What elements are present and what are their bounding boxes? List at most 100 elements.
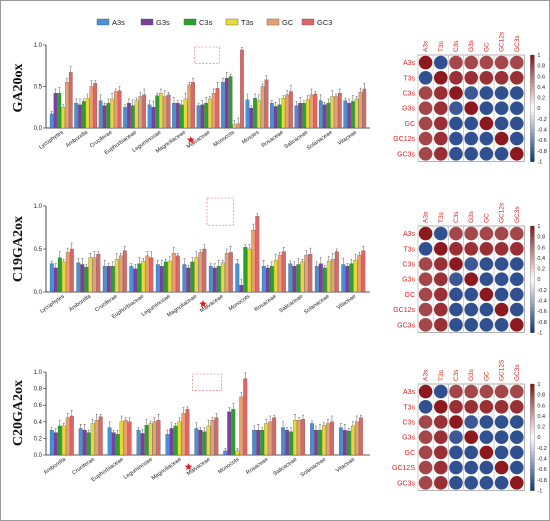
correlation-dot — [449, 131, 463, 146]
colorbar-tick-label: -1 — [537, 488, 542, 494]
column-label: G3s — [468, 210, 475, 223]
colorbar-segment — [530, 83, 535, 88]
bar — [353, 260, 358, 293]
correlation-dot — [510, 476, 524, 490]
bar — [322, 424, 326, 456]
colorbar-tick-label: 0.6 — [537, 74, 545, 80]
column-label: GC — [483, 371, 490, 381]
correlation-dot — [418, 430, 433, 445]
bar — [179, 104, 184, 129]
colorbar-tick-label: 0.2 — [537, 96, 545, 102]
bar — [224, 78, 229, 129]
colorbar-segment — [530, 454, 535, 459]
bar — [313, 93, 318, 129]
bar — [294, 105, 299, 129]
bar — [187, 84, 192, 129]
bar — [171, 253, 176, 293]
bar — [117, 90, 122, 129]
bar — [53, 432, 58, 456]
y-tick-label: 0.0 — [34, 453, 43, 459]
correlation-dot — [418, 131, 433, 146]
correlation-dot — [510, 86, 524, 100]
correlation-dot — [479, 460, 494, 475]
bar — [273, 260, 278, 293]
bar — [57, 93, 62, 129]
correlation-dot — [418, 384, 433, 399]
correlation-dot — [434, 242, 448, 256]
row-label: G3s — [402, 277, 415, 284]
bar — [264, 79, 269, 129]
bar — [215, 88, 220, 129]
bar — [49, 263, 54, 293]
bar — [96, 254, 101, 293]
column-label: T3s — [438, 40, 445, 52]
bar — [204, 102, 208, 129]
y-tick-label: 0.8 — [34, 387, 43, 393]
correlation-dot — [449, 55, 463, 70]
correlation-dot — [449, 257, 463, 271]
correlation-dot — [434, 302, 448, 317]
category-label: Rosaceae — [245, 457, 269, 476]
row-label: GC3s — [397, 322, 415, 329]
bar — [118, 255, 123, 293]
bar — [362, 88, 367, 129]
bar — [98, 416, 103, 456]
legend-swatch — [183, 18, 197, 26]
y-tick-label: 1.0 — [34, 43, 43, 49]
star-icon — [187, 136, 195, 144]
colorbar-segment — [530, 465, 535, 470]
bar — [57, 425, 62, 456]
column-label: GC — [483, 213, 490, 223]
category-label: Euphorbiaceae — [91, 457, 125, 484]
colorbar-tick-label: -0.4 — [537, 127, 546, 133]
colorbar-segment — [530, 111, 535, 116]
colorbar-segment — [530, 472, 535, 477]
highlight-box — [194, 46, 220, 64]
y-tick-label: 1.0 — [34, 204, 43, 210]
correlation-dot — [449, 287, 463, 302]
row-label: G3s — [402, 106, 415, 113]
category-label: Vitaceae — [336, 294, 357, 311]
bar — [85, 97, 90, 129]
colorbar-tick-label: 0.8 — [537, 64, 545, 70]
correlation-dot — [510, 116, 524, 131]
bar — [78, 104, 82, 129]
correlation-dot — [434, 430, 448, 445]
colorbar-segment — [530, 325, 535, 330]
correlation-dot — [510, 415, 524, 429]
bar — [130, 105, 135, 129]
correlation-dot — [434, 476, 448, 490]
correlation-dot — [510, 400, 524, 414]
correlation-dot — [464, 147, 479, 161]
bar — [298, 102, 302, 129]
colorbar-segment — [530, 328, 535, 333]
bar — [122, 250, 127, 293]
correlation-dot — [479, 131, 494, 146]
correlation-dot — [464, 55, 479, 70]
bar — [243, 378, 248, 456]
category-group: Magnoliaceae — [151, 406, 190, 482]
row-label: GC12s — [393, 136, 415, 143]
bar — [175, 255, 180, 293]
colorbar-segment — [530, 408, 535, 413]
colorbar-segment — [530, 140, 535, 145]
correlation-dot — [434, 257, 448, 271]
colorbar-segment — [530, 122, 535, 127]
colorbar-segment — [530, 90, 535, 95]
bar — [114, 91, 118, 129]
bar — [292, 266, 297, 293]
category-label: Salicaceae — [272, 457, 298, 478]
colorbar-segment — [530, 394, 535, 399]
row-label: GC12s — [393, 307, 415, 314]
category-label: Magnoliaceae — [166, 294, 198, 319]
row-label: GC12S — [392, 465, 415, 472]
colorbar-segment — [530, 150, 535, 155]
correlation-dot — [449, 415, 463, 429]
bar — [200, 104, 205, 129]
category-label: Solanaceae — [300, 457, 328, 479]
y-tick-label: 0.6 — [34, 403, 43, 409]
correlation-dot — [434, 415, 448, 429]
row-label: GC — [405, 121, 416, 128]
colorbar-segment — [530, 118, 535, 123]
correlation-dot — [494, 147, 509, 161]
